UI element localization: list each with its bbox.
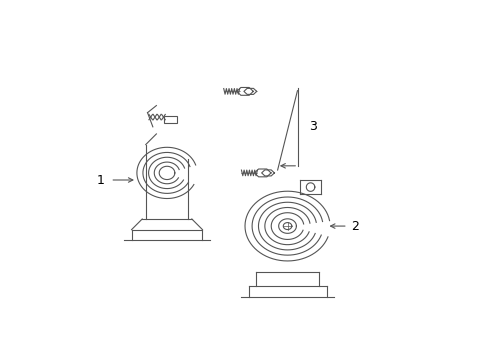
- Text: 1: 1: [97, 174, 105, 186]
- Text: 3: 3: [309, 120, 317, 133]
- Bar: [164, 116, 177, 123]
- Text: 2: 2: [351, 220, 359, 233]
